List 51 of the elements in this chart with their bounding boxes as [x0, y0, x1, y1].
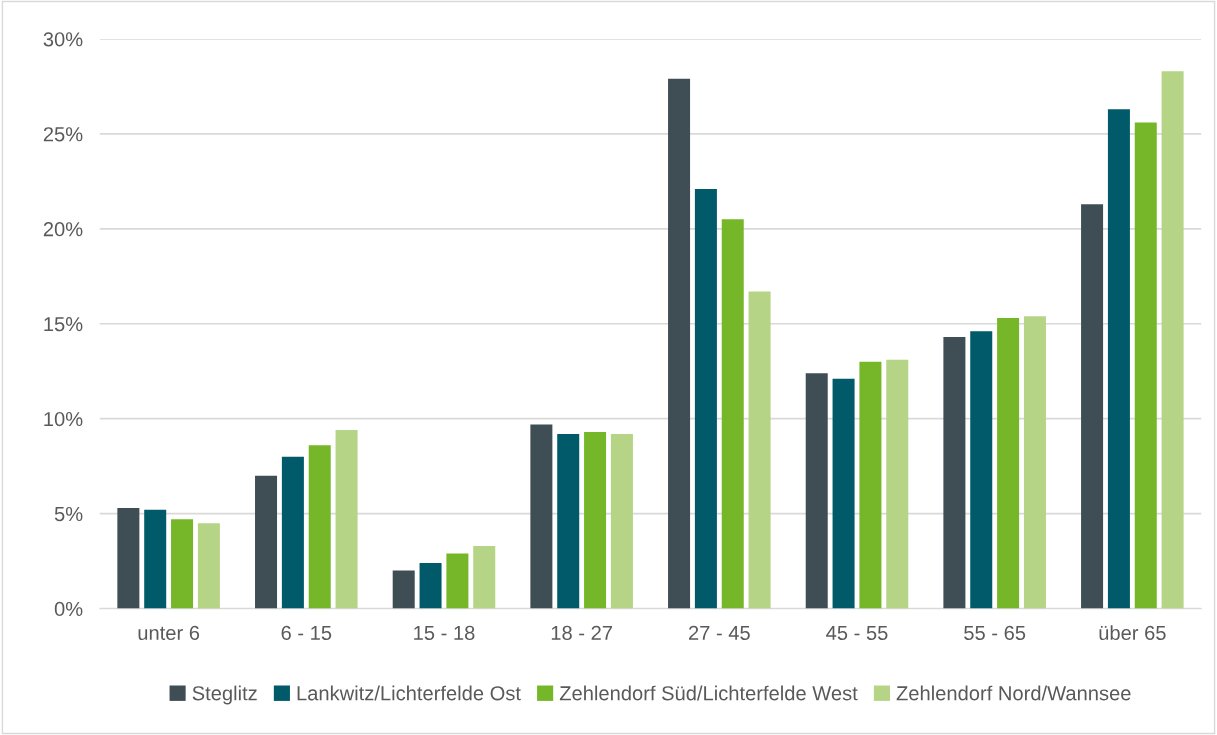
bar [419, 563, 442, 609]
bar [308, 445, 331, 609]
y-tick-label: 15% [44, 317, 83, 332]
y-tick-label: 10% [44, 411, 83, 427]
bar [668, 78, 691, 609]
legend-label: Steglitz [192, 685, 257, 705]
bar [557, 433, 580, 609]
bar [281, 456, 304, 609]
x-tick-label: 6 - 15 [281, 625, 332, 641]
x-tick-label: 15 - 18 [414, 625, 475, 641]
bar [171, 519, 194, 609]
x-tick-label: 55 - 65 [964, 625, 1026, 641]
bar [1107, 109, 1130, 609]
bar [997, 318, 1020, 609]
y-tick-label: 30% [43, 32, 83, 47]
legend-label: Lankwitz/Lichterfelde Ost [297, 685, 521, 701]
y-tick-label: 5% [54, 506, 83, 522]
x-tick-label: 27 - 45 [688, 625, 750, 641]
bar [144, 509, 167, 609]
bar [197, 523, 220, 609]
bar [1134, 122, 1157, 609]
bar [255, 475, 278, 609]
bar [117, 507, 140, 609]
bar [1081, 204, 1104, 609]
bar [859, 361, 882, 609]
bar [694, 188, 717, 609]
bar [584, 432, 607, 609]
y-tick-label: 20% [43, 222, 83, 237]
bar [530, 424, 553, 609]
x-tick-label: 18 - 27 [551, 625, 612, 641]
bar [446, 553, 469, 609]
bar [886, 359, 909, 609]
legend-label: Zehlendorf Süd/Lichterfelde West [559, 685, 858, 701]
legend-label: Zehlendorf Nord/Wannsee [896, 685, 1131, 701]
bar [1023, 316, 1046, 609]
y-tick-label: 0% [54, 601, 83, 617]
bar [1161, 71, 1184, 609]
bar [832, 378, 855, 609]
bar [748, 291, 771, 609]
bar [473, 545, 496, 609]
bar [943, 337, 966, 609]
y-tick-label: 25% [43, 127, 83, 142]
bar [392, 570, 415, 609]
bar [610, 433, 633, 609]
x-tick-label: 45 - 55 [826, 625, 888, 641]
x-tick-label: über 65 [1099, 625, 1166, 641]
x-tick-label: unter 6 [138, 625, 200, 641]
bar [970, 331, 993, 609]
bar [335, 430, 358, 609]
bar [805, 373, 828, 609]
bar [721, 219, 744, 609]
